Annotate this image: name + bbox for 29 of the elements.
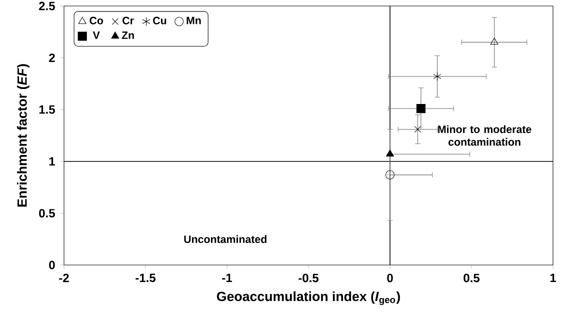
- y-tick-label: 1.5: [39, 105, 55, 114]
- legend-label: Cu: [153, 16, 166, 24]
- legend-label: V: [92, 32, 100, 39]
- y-axis-title: Enrichment factor (EF): [17, 64, 30, 207]
- x-tick-label: -1: [222, 274, 232, 282]
- y-tick-label: 0.5: [39, 208, 55, 218]
- x-tick-label: -2: [59, 274, 69, 282]
- legend-label: Co: [90, 16, 104, 24]
- point: [490, 38, 498, 45]
- x-tick-label: -0.5: [298, 274, 318, 282]
- x-tick-label: 1: [550, 274, 556, 282]
- point: [385, 170, 395, 180]
- y-tick-label: 0: [49, 260, 55, 270]
- legend-label: Cr: [122, 16, 134, 24]
- x-tick-label: 0.5: [464, 274, 480, 282]
- x-tick-label: -1.5: [136, 274, 156, 282]
- y-tick-label: 2.5: [39, 2, 55, 10]
- point: [433, 72, 442, 81]
- point: [386, 150, 394, 157]
- x-tick-label: 0: [387, 274, 393, 282]
- annotation: Uncontaminated: [184, 235, 266, 244]
- point: [414, 126, 421, 133]
- legend-label: Zn: [122, 32, 134, 39]
- annotation: Minor to moderate contamination: [438, 125, 532, 146]
- y-tick-label: 1: [49, 157, 55, 166]
- point: [416, 104, 426, 114]
- legend-label: Mn: [186, 16, 201, 24]
- x-axis-title: Geoaccumulation index (I$_{geo}$): [216, 291, 400, 306]
- y-tick-label: 2: [49, 54, 55, 62]
